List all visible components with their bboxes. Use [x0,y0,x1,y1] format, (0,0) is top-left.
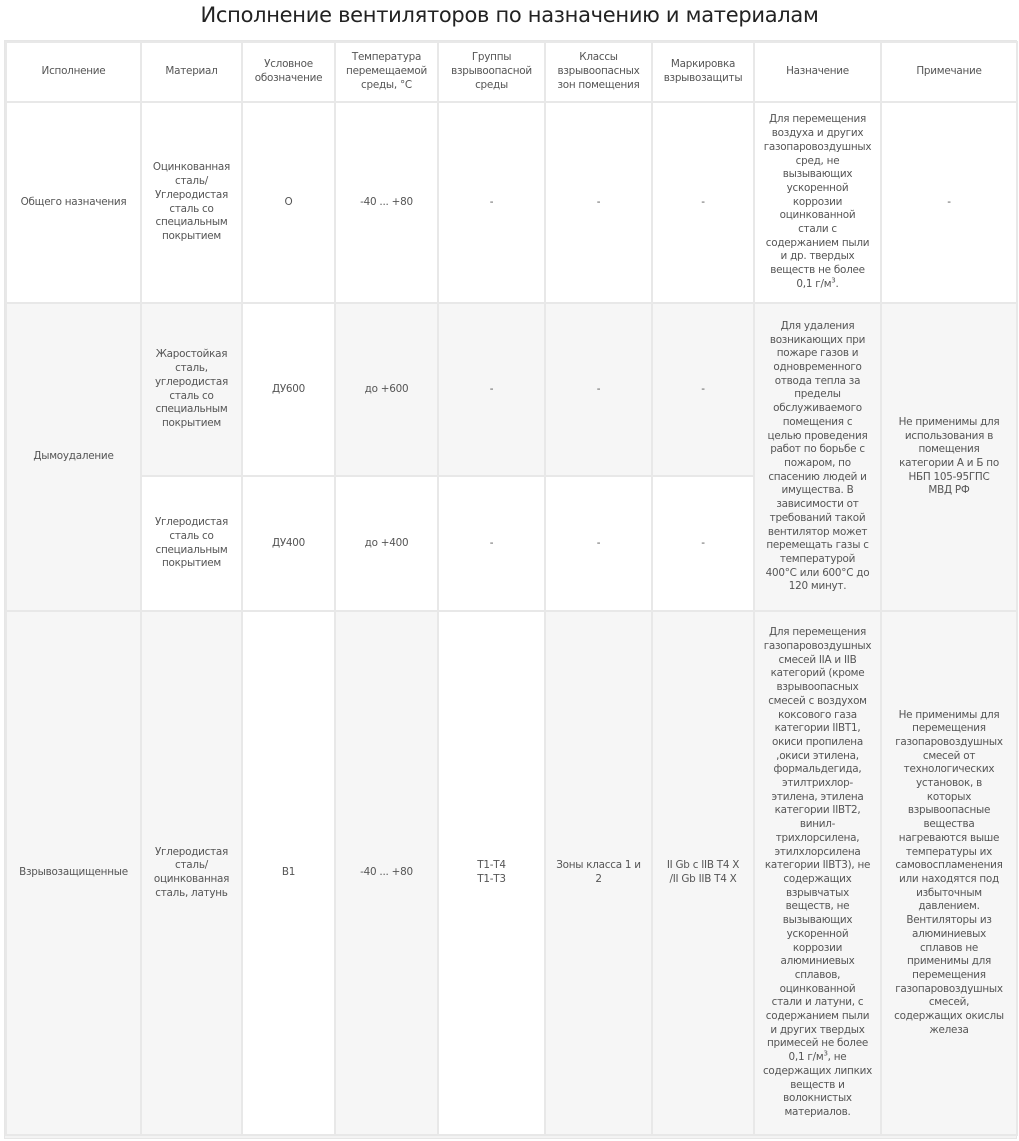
zones-cell: - [544,101,653,304]
zones-cell: - [544,475,653,612]
purpose-text: Для перемещения газопаровоздушных смесей… [763,626,872,1064]
superscript: 3 [823,1049,828,1058]
table-row-general: Общего назначения Оцинкованная сталь/ Уг… [5,101,1018,304]
header-cell: Примечание [880,41,1018,103]
table-row-smoke-600: Дымоудаление Жаростойкая сталь, углероди… [5,302,1018,612]
zones-cell: Зоны класса 1 и 2 [544,610,653,1136]
temperature-cell: -40 ... +80 [334,101,439,304]
header-cell: Температура перемещаемой среды, °С [334,41,439,103]
zones-cell: - [544,302,653,477]
groups-cell: Т1-Т4 Т1-Т3 [437,610,546,1136]
temperature-cell: -40 ... +80 [334,610,439,1136]
execution-cell: Взрывозащищенные [5,610,142,1136]
marking-cell: - [651,302,755,477]
designation-cell: ДУ400 [241,475,336,612]
page-title: Исполнение вентиляторов по назначению и … [200,3,819,27]
material-cell: Оцинкованная сталь/ Углеродистая сталь с… [140,101,243,304]
temperature-cell: до +600 [334,302,439,477]
marking-cell: II Gb c IIB T4 X /II Gb IIB T4 X [651,610,755,1136]
header-cell: Маркировка взрывозащиты [651,41,755,103]
material-cell: Углеродистая сталь/ оцинкованная сталь, … [140,610,243,1136]
purpose-text: Для перемещения воздуха и других газопар… [763,113,872,290]
marking-cell: - [651,475,755,612]
groups-cell: - [437,475,546,612]
groups-cell: - [437,302,546,477]
designation-cell: О [241,101,336,304]
header-cell: Назначение [753,41,882,103]
material-cell: Жаростойкая сталь, углеродистая сталь со… [140,302,243,477]
marking-cell: - [651,101,755,304]
note-cell: Не применимы для использования в помещен… [880,302,1018,612]
header-cell: Исполнение [5,41,142,103]
header-cell: Условное обозначение [241,41,336,103]
table-row-explosion-proof: Взрывозащищенные Углеродистая сталь/ оци… [5,610,1018,1136]
purpose-cell: Для перемещения воздуха и других газопар… [753,101,882,304]
temperature-cell: до +400 [334,475,439,612]
note-cell: Не применимы для перемещения газопаровоз… [880,610,1018,1136]
execution-cell: Дымоудаление [5,302,142,612]
designation-cell: ДУ600 [241,302,336,477]
purpose-text-end: . [835,277,839,290]
purpose-text-end: , не содержащих липких веществ и волокни… [762,1051,873,1118]
fan-execution-table: Исполнение Материал Условное обозначение… [4,40,1018,1139]
table-header-row: Исполнение Материал Условное обозначение… [5,41,1018,103]
header-cell: Классы взрывоопасных зон помещения [544,41,653,103]
purpose-cell: Для перемещения газопаровоздушных смесей… [753,610,882,1136]
groups-cell: - [437,101,546,304]
note-cell: - [880,101,1018,304]
execution-cell: Общего назначения [5,101,142,304]
header-cell: Группы взрывоопасной среды [437,41,546,103]
material-cell: Углеродистая сталь со специальным покрыт… [140,475,243,612]
purpose-cell: Для удаления возникающих при пожаре газо… [753,302,882,612]
designation-cell: В1 [241,610,336,1136]
superscript: 3 [831,276,836,285]
header-cell: Материал [140,41,243,103]
